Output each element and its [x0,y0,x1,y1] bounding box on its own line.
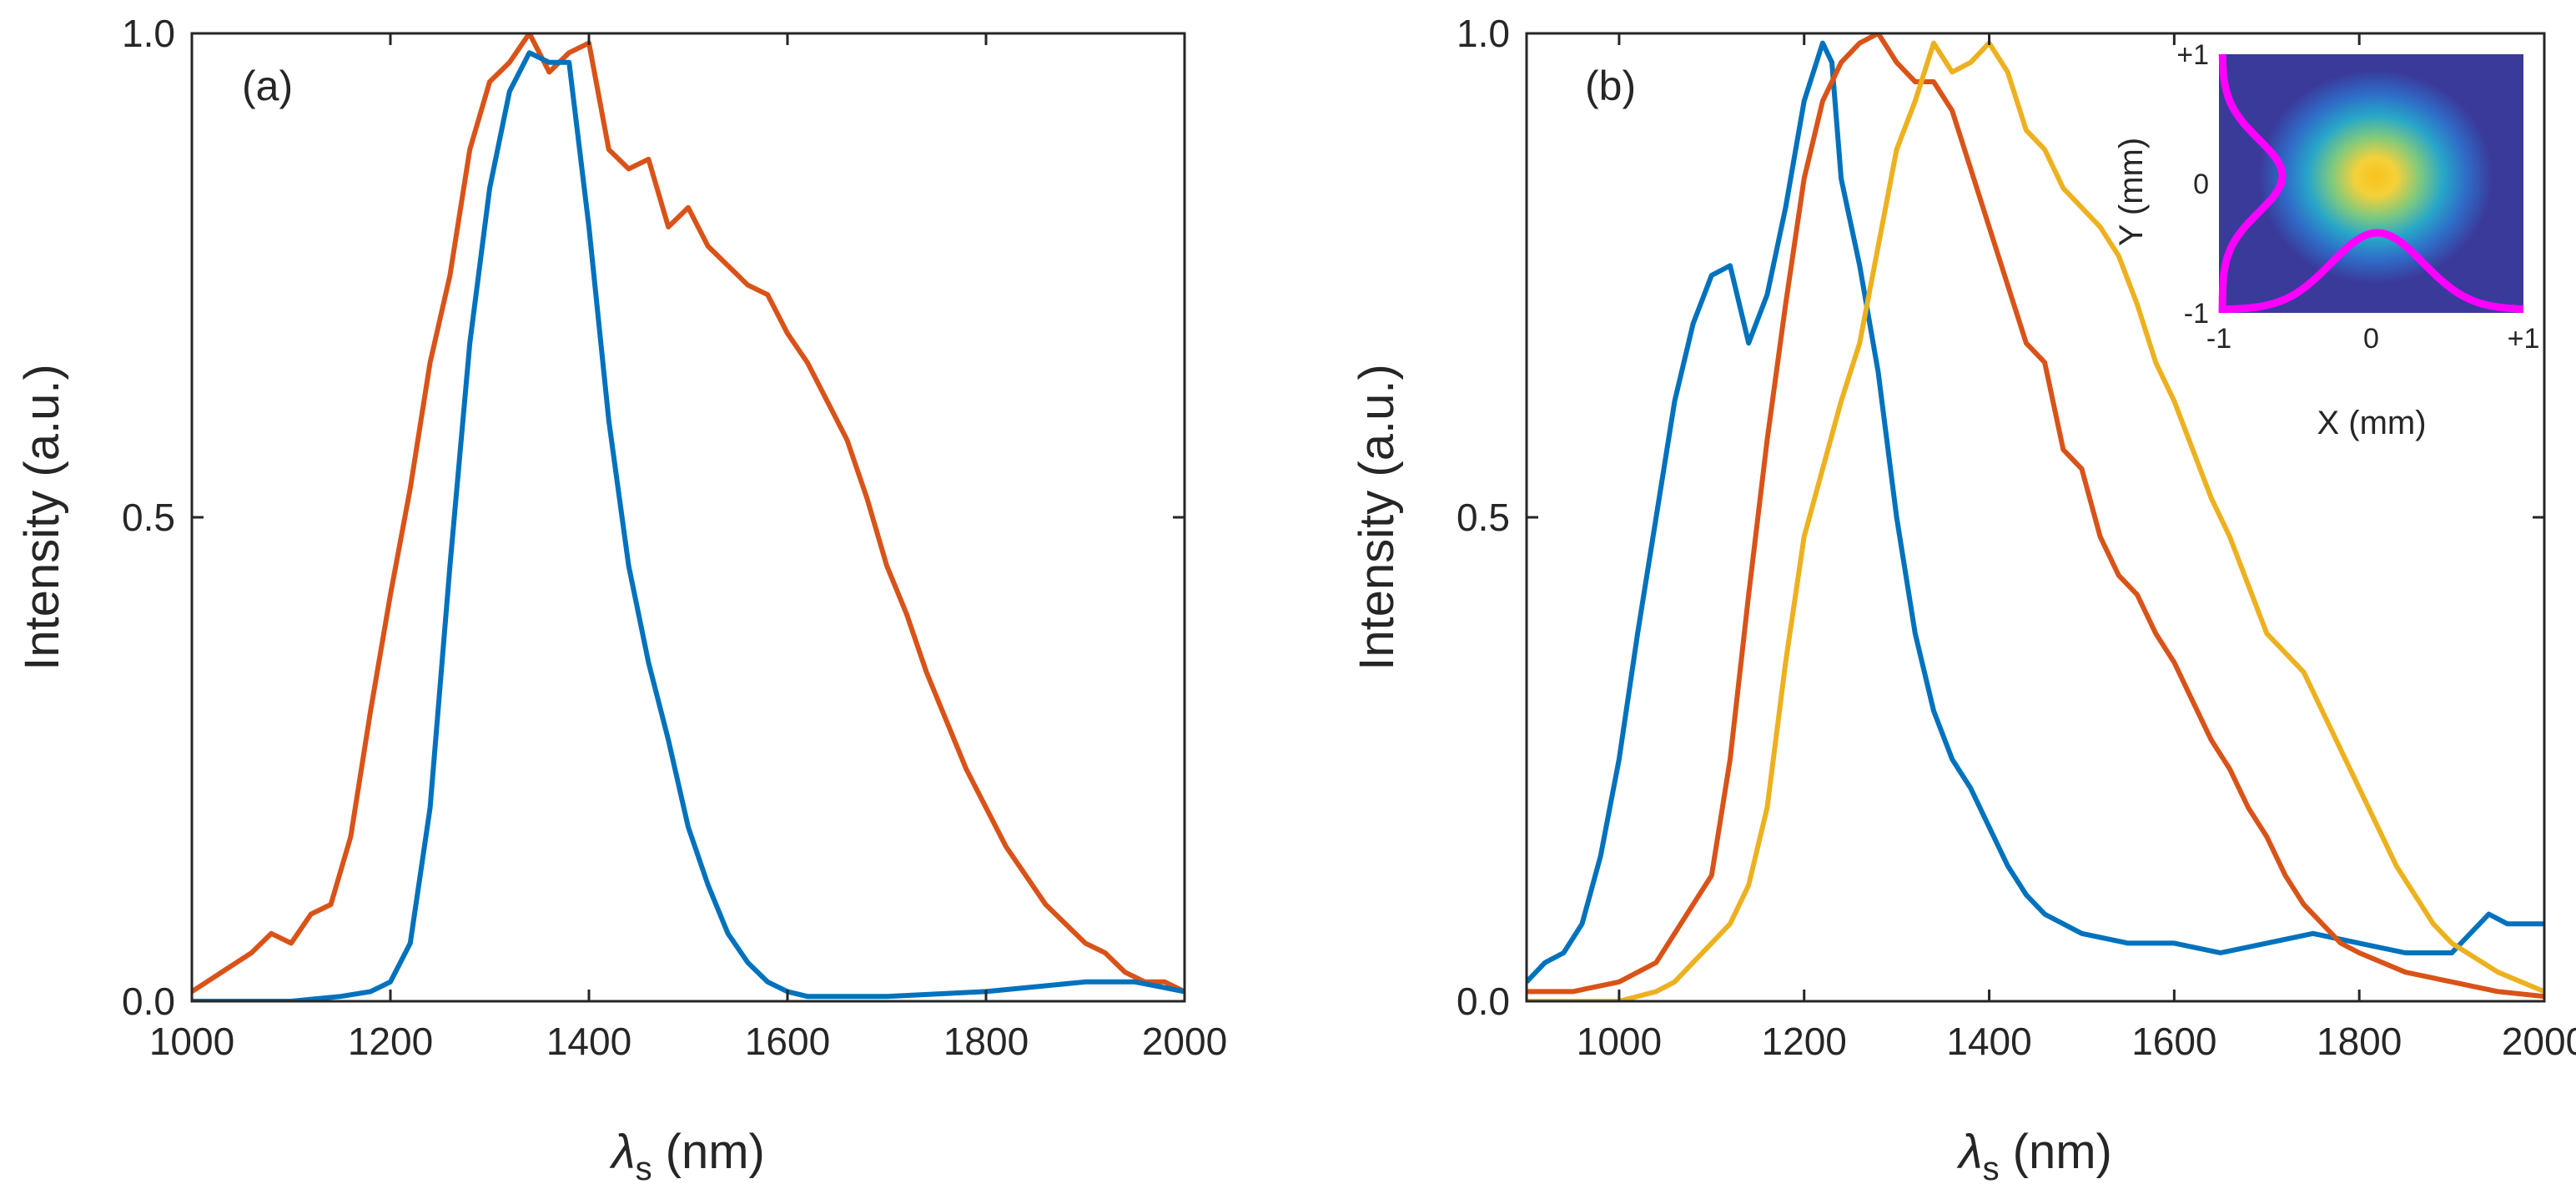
panel-b-xlabel-unit: (nm) [2013,1125,2112,1179]
panel-b-series-orange-line [1527,33,2544,1000]
panel-a-xtick-label: 1600 [745,1020,830,1063]
inset-ytick-label: -1 [2184,298,2209,330]
panel-b-xtick-label: 1400 [1946,1020,2031,1063]
panel-b-xtick-label: 1600 [2131,1020,2216,1063]
panel-a: 1000 1200 1400 1600 1800 2000 0.0 0.5 1.0 (a) In… [15,12,1227,1187]
panel-a-xtick-label: 1200 [348,1020,433,1063]
inset-ytick-label: +1 [2176,39,2209,71]
inset-ylabel: Y (mm) [2113,138,2150,246]
inset-ticks: -1 0 +1 -1 0 +1 [2176,39,2539,355]
panel-b-xlabel: λs (nm) [1956,1125,2112,1187]
panel-b-ylabel: Intensity (a.u.) [1350,364,1404,670]
inset-x-profile-curve [2218,229,2524,314]
panel-a-xtick-label: 2000 [1142,1020,1227,1063]
panel-b-xlabel-sub: s [1983,1151,2000,1187]
panel-a-series-blue-line [192,50,1185,1001]
panel-b-ticks: 1000 1200 1400 1600 1800 2000 0.0 0.5 1.0 [1457,12,2576,1063]
inset-beam-spot [2259,70,2493,284]
panel-a-xlabel-unit: (nm) [666,1125,765,1179]
panel-a-xtick-label: 1800 [943,1020,1029,1063]
panel-a-ylabel: Intensity (a.u.) [15,364,69,670]
panel-a-series-orange-line [192,33,1185,995]
panel-a-label: (a) [242,63,293,109]
panel-b-ytick-label: 1.0 [1457,12,1510,55]
inset-xtick-label: +1 [2508,323,2540,355]
panel-b-ytick-label: 0.5 [1457,496,1510,539]
inset-xtick-label: -1 [2206,323,2231,355]
panel-b-label: (b) [1585,63,1636,109]
panel-a-ytick-label: 0.5 [122,496,175,539]
panel-a-xtick-label: 1000 [149,1020,234,1063]
panel-b-ytick-label: 0.0 [1457,980,1510,1023]
panel-a-xlabel: λs (nm) [609,1125,765,1187]
panel-a-xlabel-symbol: λ [609,1125,636,1179]
panel-b-series [1527,33,2544,1001]
panel-b-xtick-label: 2000 [2502,1020,2576,1063]
inset-y-profile-curve [2218,53,2287,313]
panel-b-series-blue-line [1527,40,2544,984]
inset-beam-profile: -1 0 +1 -1 0 +1 X (mm) Y (mm) [2113,39,2539,441]
panel-b-series-yellow-line [1527,40,2544,1001]
panel-b-xtick-label: 1200 [1762,1020,1847,1063]
inset-xtick-label: 0 [2363,323,2379,355]
panel-b: 1000 1200 1400 1600 1800 2000 0.0 0.5 1.0 (b) In… [1350,12,2576,1187]
panel-b-xtick-label: 1800 [2317,1020,2402,1063]
panel-a-xtick-label: 1400 [546,1020,631,1063]
panel-a-series [192,33,1185,1001]
panel-a-ticks: 1000 1200 1400 1600 1800 2000 0.0 0.5 1.0 [122,12,1227,1063]
panel-a-xlabel-sub: s [636,1151,652,1187]
inset-ytick-label: 0 [2193,169,2209,200]
inset-xlabel: X (mm) [2317,405,2426,441]
panel-a-ytick-label: 0.0 [122,980,175,1023]
panel-a-axes-box [190,32,1186,1003]
panel-a-ytick-label: 1.0 [122,12,175,55]
panel-b-xlabel-symbol: λ [1956,1125,1983,1179]
panel-b-xtick-label: 1000 [1577,1020,1662,1063]
